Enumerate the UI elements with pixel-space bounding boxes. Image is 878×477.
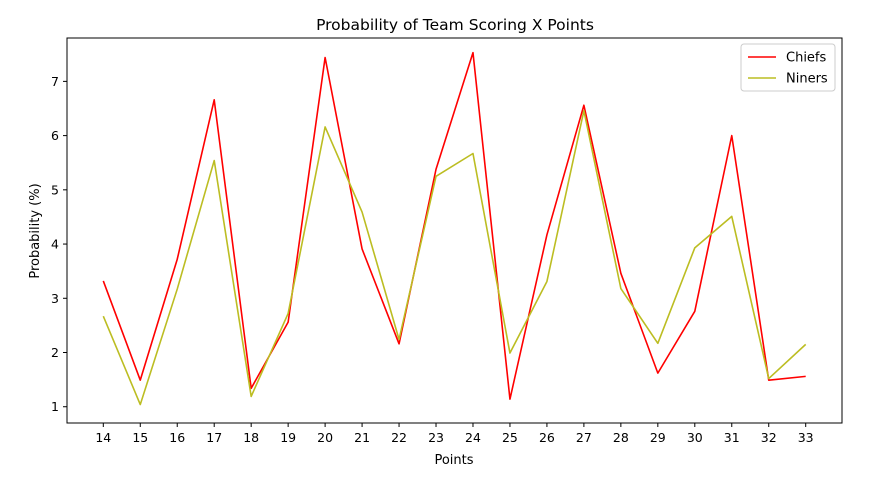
- x-tick-label: 27: [576, 430, 592, 445]
- y-tick-label: 6: [51, 128, 59, 143]
- x-tick-label: 28: [613, 430, 629, 445]
- x-tick-label: 22: [391, 430, 407, 445]
- x-tick-label: 17: [206, 430, 222, 445]
- chart-title: Probability of Team Scoring X Points: [316, 16, 594, 34]
- x-tick-label: 14: [95, 430, 111, 445]
- x-tick-label: 29: [650, 430, 666, 445]
- x-tick-label: 15: [132, 430, 148, 445]
- x-tick-label: 16: [169, 430, 185, 445]
- y-tick-label: 3: [51, 291, 59, 306]
- y-tick-label: 1: [51, 399, 59, 414]
- x-tick-label: 25: [502, 430, 518, 445]
- y-axis: 1 2 3 4 5 6 7: [51, 74, 67, 414]
- series-lines: [102, 51, 807, 406]
- series-line-chiefs: [102, 51, 806, 400]
- x-axis-label: Points: [434, 453, 473, 468]
- x-tick-label: 21: [354, 430, 370, 445]
- x-tick-label: 20: [317, 430, 333, 445]
- x-tick-label: 24: [465, 430, 481, 445]
- x-tick-label: 19: [280, 430, 296, 445]
- y-tick-label: 5: [51, 182, 59, 197]
- y-tick-label: 7: [51, 74, 59, 89]
- y-tick-label: 2: [51, 345, 59, 360]
- x-tick-label: 23: [428, 430, 444, 445]
- y-axis-label: Probability (%): [28, 183, 43, 278]
- legend-box: [740, 43, 836, 92]
- plot-area: [66, 37, 843, 424]
- legend-label-niners: Niners: [786, 72, 828, 87]
- legend: Chiefs Niners: [740, 43, 836, 92]
- x-axis: 14 15 16 17 18 19 20 21 22 23 24 25 26 27 28 29 30 31 32 33: [95, 423, 814, 445]
- x-tick-label: 26: [539, 430, 555, 445]
- x-tick-label: 30: [687, 430, 703, 445]
- x-tick-label: 31: [724, 430, 740, 445]
- x-tick-label: 32: [761, 430, 777, 445]
- y-tick-label: 4: [51, 237, 59, 252]
- x-tick-label: 33: [798, 430, 814, 445]
- series-line-niners: [102, 109, 807, 406]
- legend-label-chiefs: Chiefs: [786, 51, 827, 66]
- x-tick-label: 18: [243, 430, 259, 445]
